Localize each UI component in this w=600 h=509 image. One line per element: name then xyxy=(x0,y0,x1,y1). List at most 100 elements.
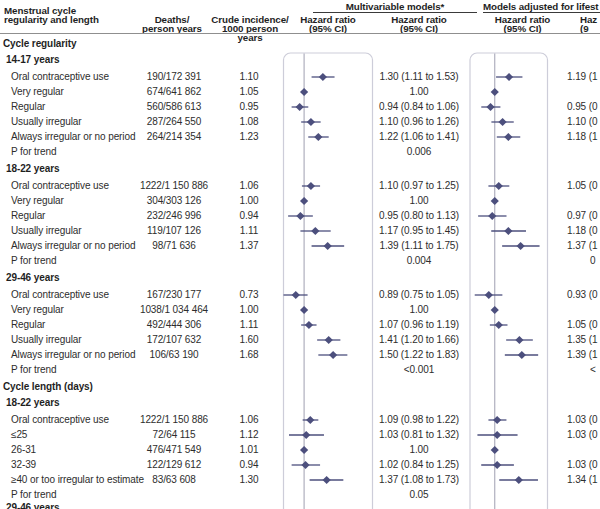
hazard-ratio-ci-value: 1.00 xyxy=(367,86,471,98)
deaths-person-years-value: 167/230 177 xyxy=(137,289,211,301)
deaths-person-years-value: 122/129 612 xyxy=(137,459,211,471)
row-label: Always irregular or no period xyxy=(11,349,135,361)
hazard-ratio-ci-value: 1.22 (1.06 to 1.41) xyxy=(367,131,471,143)
adjusted-hazard-ratio-diamond xyxy=(518,351,526,359)
multivariable-hazard-ratio-diamond xyxy=(329,351,337,359)
age-group-title: 18-22 years xyxy=(6,163,59,175)
hazard-ratio-ci-value: 1.39 (1.11 to 1.75) xyxy=(367,240,471,252)
adj-hazard-ratio-ci-fragment: 0.97 (0 xyxy=(567,210,597,222)
hazard-ratio-ci-value: 1.30 (1.11 to 1.53) xyxy=(367,71,471,83)
deaths-person-years-value: 119/107 126 xyxy=(137,225,211,237)
row-label: Usually irregular xyxy=(11,334,82,346)
group-header-multivariable: Multivariable models* xyxy=(313,2,477,11)
hazard-ratio-ci-value: 1.10 (0.97 to 1.25) xyxy=(367,180,471,192)
row-label: Very regular xyxy=(11,86,64,98)
adjusted-hazard-ratio-diamond xyxy=(517,242,525,250)
section-title: Cycle regularity xyxy=(3,38,76,50)
adjusted-hazard-ratio-diamond xyxy=(515,476,523,484)
row-label: Always irregular or no period xyxy=(11,131,135,143)
multivariable-hazard-ratio-diamond xyxy=(296,103,304,111)
adjusted-hazard-ratio-diamond xyxy=(498,118,506,126)
subheader-adj-hazard-ratio-plot: Hazard ratio (95% CI) xyxy=(470,15,575,33)
crude-incidence-value: 1.06 xyxy=(229,414,269,426)
adjusted-hazard-ratio-diamond xyxy=(504,227,512,235)
p-for-trend-value: 0.006 xyxy=(367,146,471,158)
adj-hazard-ratio-ci-fragment: 1.03 (0 xyxy=(567,429,597,441)
hazard-ratio-ci-value: 1.09 (0.98 to 1.22) xyxy=(367,414,471,426)
multivariable-hazard-ratio-diamond xyxy=(311,227,319,235)
subheader-adj-hazard-ratio-text-fragment: Haz (9 xyxy=(580,15,597,33)
hazard-ratio-ci-value: 0.95 (0.80 to 1.13) xyxy=(367,210,471,222)
deaths-person-years-value: 190/172 391 xyxy=(137,71,211,83)
adjusted-hazard-ratio-diamond xyxy=(486,103,494,111)
crude-incidence-value: 1.06 xyxy=(229,180,269,192)
age-group-title: 18-22 years xyxy=(6,397,59,409)
multivariable-hazard-ratio-diamond xyxy=(307,118,315,126)
deaths-person-years-value: 674/641 862 xyxy=(137,86,211,98)
hazard-ratio-ci-value: 1.41 (1.20 to 1.66) xyxy=(367,334,471,346)
hazard-ratio-ci-value: 1.37 (1.08 to 1.73) xyxy=(367,474,471,486)
deaths-person-years-value: 172/107 632 xyxy=(137,334,211,346)
hazard-ratio-ci-value: 1.17 (0.95 to 1.45) xyxy=(367,225,471,237)
hazard-ratio-ci-value: 1.00 xyxy=(367,195,471,207)
adj-hazard-ratio-ci-fragment: 1.39 (1 xyxy=(567,349,597,361)
multivariable-hazard-ratio-diamond xyxy=(300,197,308,205)
crude-incidence-value: 1.00 xyxy=(229,195,269,207)
crude-incidence-value: 0.94 xyxy=(229,210,269,222)
row-label: ≥40 or too irregular to estimate xyxy=(11,474,144,486)
adj-hazard-ratio-ci-fragment: 1.35 (1 xyxy=(567,334,597,346)
crude-incidence-value: 1.10 xyxy=(229,71,269,83)
crude-incidence-value: 0.95 xyxy=(229,101,269,113)
p-for-trend-value: 0.05 xyxy=(367,489,471,501)
adj-hazard-ratio-ci-fragment: 1.05 (0 xyxy=(567,319,597,331)
adjusted-hazard-ratio-diamond xyxy=(495,321,503,329)
deaths-person-years-value: 476/471 549 xyxy=(137,444,211,456)
p-for-trend-label: P for trend xyxy=(11,255,56,267)
adjusted-hazard-ratio-diamond xyxy=(491,88,499,96)
multivariable-hazard-ratio-diamond xyxy=(306,416,314,424)
subheader-hazard-ratio-plot: Hazard ratio (95% CI) xyxy=(283,15,373,33)
hazard-ratio-ci-value: 0.94 (0.84 to 1.06) xyxy=(367,101,471,113)
multivariable-hazard-ratio-diamond xyxy=(323,476,331,484)
group-underline-adjusted xyxy=(483,12,600,13)
group-header-adjusted: Models adjusted for lifest xyxy=(483,2,600,11)
crude-incidence-value: 1.11 xyxy=(229,225,269,237)
adj-hazard-ratio-ci-fragment: 1.10 (0 xyxy=(567,116,597,128)
adj-hazard-ratio-ci-fragment: 0.95 (0 xyxy=(567,101,597,113)
crude-incidence-value: 1.11 xyxy=(229,319,269,331)
multivariable-hazard-ratio-diamond xyxy=(301,461,309,469)
age-group-title: 29-46 years xyxy=(6,502,59,509)
adj-hazard-ratio-ci-fragment: 1.34 (1 xyxy=(567,474,597,486)
multivariable-hazard-ratio-diamond xyxy=(319,73,327,81)
group-underline-multivariable xyxy=(313,12,477,13)
adjusted-hazard-ratio-diamond xyxy=(491,446,499,454)
deaths-person-years-value: 98/71 636 xyxy=(137,240,211,252)
crude-incidence-value: 1.08 xyxy=(229,116,269,128)
hazard-ratio-ci-value: 1.07 (0.96 to 1.19) xyxy=(367,319,471,331)
multivariable-hazard-ratio-diamond xyxy=(300,88,308,96)
multivariable-hazard-ratio-diamond xyxy=(325,336,333,344)
hazard-ratio-ci-value: 1.02 (0.84 to 1.25) xyxy=(367,459,471,471)
multivariable-hazard-ratio-diamond xyxy=(307,182,315,190)
column-header-regularity: Menstrual cycle regularity and length xyxy=(4,6,99,24)
crude-incidence-value: 1.05 xyxy=(229,86,269,98)
crude-incidence-value: 1.60 xyxy=(229,334,269,346)
forest-plot-figure: Menstrual cycle regularity and length De… xyxy=(0,0,600,509)
crude-incidence-value: 1.01 xyxy=(229,444,269,456)
adj-hazard-ratio-ci-fragment: 1.18 (1 xyxy=(567,131,597,143)
crude-incidence-value: 1.12 xyxy=(229,429,269,441)
deaths-person-years-value: 264/214 354 xyxy=(137,131,211,143)
multivariable-hazard-ratio-diamond xyxy=(292,291,300,299)
deaths-person-years-value: 1222/1 150 886 xyxy=(137,414,211,426)
multivariable-hazard-ratio-diamond xyxy=(300,306,308,314)
adj-hazard-ratio-ci-fragment: 1.18 (0 xyxy=(567,225,597,237)
age-group-title: 14-17 years xyxy=(6,54,59,66)
crude-incidence-value: 1.30 xyxy=(229,474,269,486)
multivariable-hazard-ratio-diamond xyxy=(324,242,332,250)
deaths-person-years-value: 72/64 115 xyxy=(137,429,211,441)
multivariable-hazard-ratio-diamond xyxy=(305,321,313,329)
crude-incidence-value: 0.73 xyxy=(229,289,269,301)
p-for-trend-adj-fragment: 0 xyxy=(590,255,595,267)
deaths-person-years-value: 83/63 608 xyxy=(137,474,211,486)
row-label: Regular xyxy=(11,319,45,331)
